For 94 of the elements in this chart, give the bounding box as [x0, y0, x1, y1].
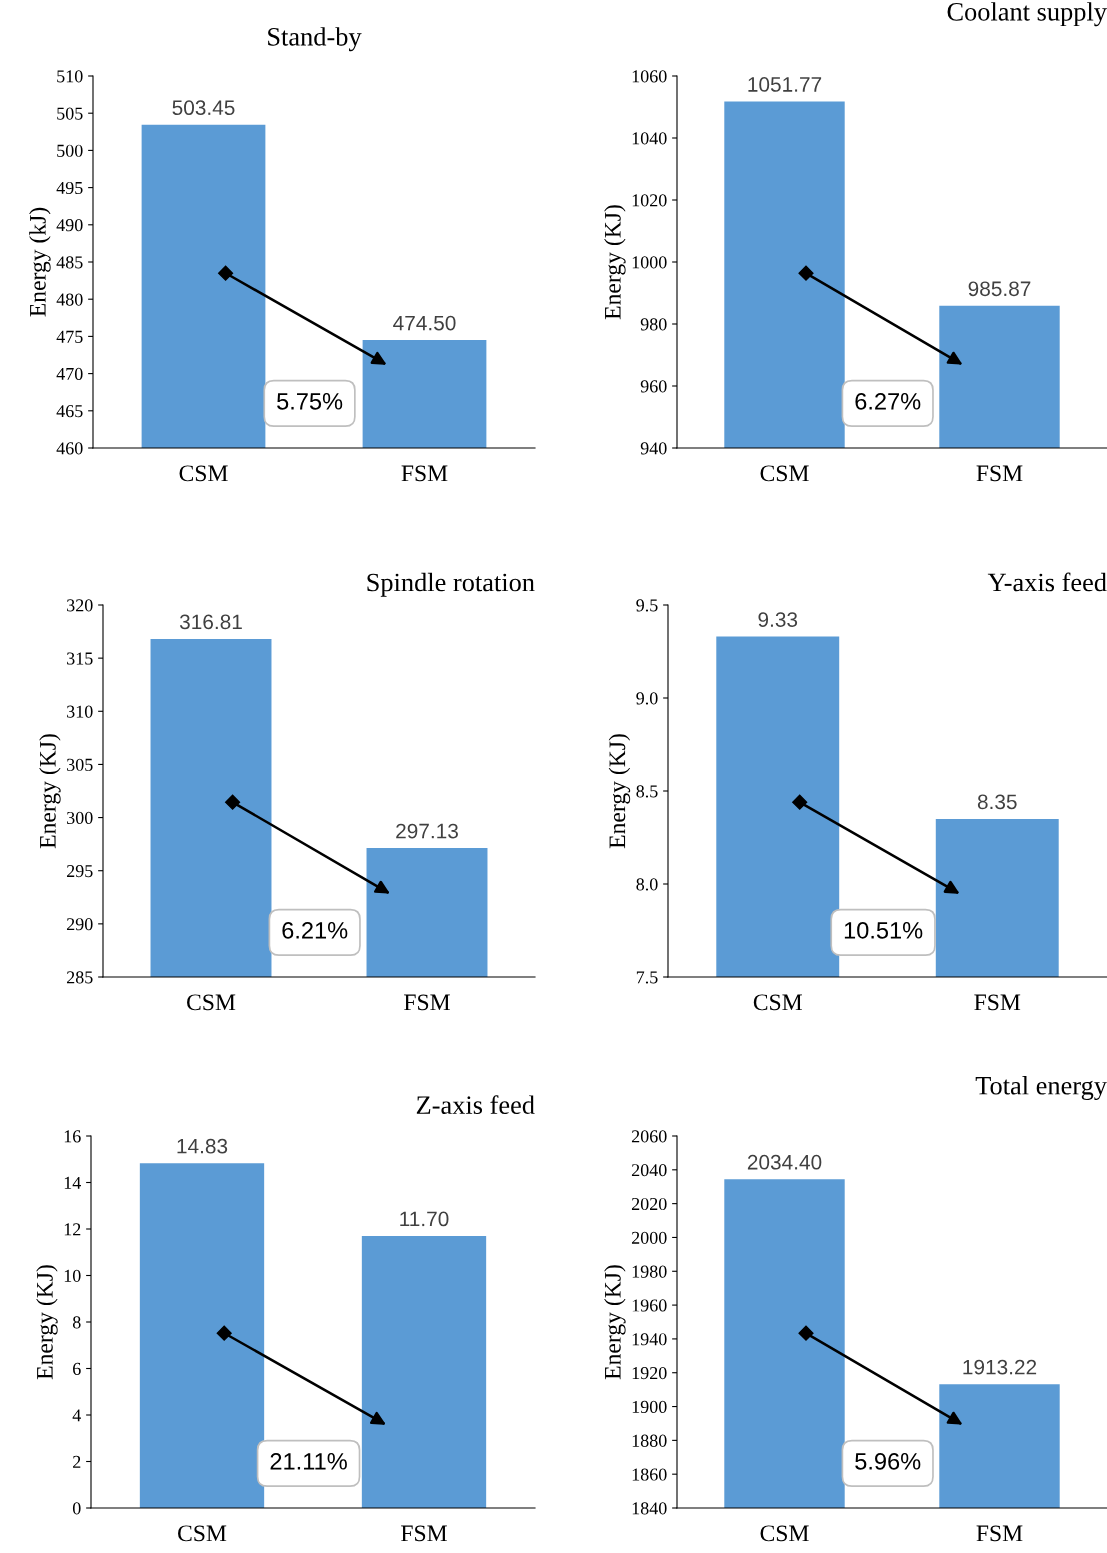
y-tick-label: 465 — [56, 405, 83, 418]
data-label: 297.13 — [396, 823, 458, 839]
chart-title: Z-axis feed — [416, 1095, 535, 1115]
y-tick-label: 1900 — [632, 1400, 667, 1413]
annotation: 5.96% — [855, 1452, 921, 1470]
y-tick-label: 315 — [67, 652, 93, 665]
annotation: 21.11% — [270, 1452, 347, 1470]
data-label: 9.33 — [758, 612, 798, 627]
y-tick-label: 6 — [73, 1362, 81, 1375]
y-tick-label: 1960 — [632, 1299, 667, 1312]
y-tick-label: 300 — [67, 811, 93, 825]
x-tick-label: FSM — [401, 465, 448, 482]
y-tick-label: 495 — [56, 181, 83, 195]
y-tick-label: 9.0 — [636, 692, 658, 705]
y-tick-label: 1060 — [632, 70, 667, 83]
y-tick-label: 295 — [66, 865, 93, 878]
data-label: 11.70 — [400, 1211, 449, 1227]
y-tick-label: 1000 — [632, 256, 667, 269]
annotation: 6.27% — [855, 392, 921, 410]
y-axis-title: Energy (kJ) — [29, 207, 51, 317]
y-tick-label: 1020 — [632, 194, 667, 207]
y-tick-label: 980 — [640, 318, 667, 331]
y-axis-title: Energy (KJ) — [604, 1265, 626, 1380]
y-tick-label: 310 — [67, 705, 93, 718]
y-tick-label: 2060 — [631, 1130, 667, 1143]
x-tick-label: FSM — [974, 994, 1021, 1011]
x-tick-label: FSM — [401, 1525, 447, 1542]
data-label: 14.83 — [177, 1138, 228, 1154]
y-tick-label: 960 — [640, 380, 667, 393]
x-tick-label: CSM — [187, 994, 236, 1011]
y-tick-label: 2020 — [631, 1197, 667, 1211]
y-tick-label: 8.5 — [636, 785, 658, 798]
y-tick-label: 0 — [72, 1502, 81, 1515]
x-tick-label: FSM — [976, 1525, 1023, 1542]
y-tick-label: 8.0 — [636, 878, 658, 891]
chart-title: Total energy — [975, 1076, 1107, 1101]
y-tick-label: 12 — [64, 1223, 81, 1236]
y-axis-title: Energy (KJ) — [608, 734, 631, 849]
chart-title: Coolant supply — [947, 2, 1107, 27]
chart-title: Spindle rotation — [367, 572, 535, 597]
data-label: 1913.22 — [963, 1359, 1037, 1375]
x-tick-label: CSM — [760, 1525, 809, 1542]
y-tick-label: 16 — [64, 1130, 81, 1143]
y-tick-label: 1980 — [632, 1265, 667, 1278]
x-tick-label: CSM — [753, 994, 802, 1011]
y-tick-label: 505 — [57, 107, 83, 120]
y-tick-label: 460 — [56, 442, 83, 455]
y-tick-label: 475 — [56, 330, 83, 343]
y-tick-label: 14 — [64, 1176, 81, 1189]
y-tick-label: 2 — [73, 1455, 81, 1468]
chart-title: Y-axis feed — [987, 572, 1107, 592]
y-tick-label: 940 — [640, 442, 667, 455]
y-tick-label: 1880 — [632, 1434, 667, 1447]
y-tick-label: 8 — [72, 1316, 81, 1329]
y-tick-label: 2040 — [631, 1164, 667, 1177]
y-tick-label: 9.5 — [636, 599, 658, 612]
y-tick-label: 2000 — [631, 1231, 667, 1244]
y-tick-label: 10 — [64, 1269, 81, 1282]
y-tick-label: 4 — [72, 1409, 81, 1422]
y-tick-label: 1920 — [632, 1366, 667, 1380]
annotation: 5.75% — [277, 393, 343, 410]
y-tick-label: 485 — [56, 256, 83, 269]
data-label: 503.45 — [172, 100, 235, 116]
y-tick-label: 285 — [66, 971, 93, 984]
y-tick-label: 1840 — [632, 1502, 667, 1515]
y-tick-label: 7.5 — [636, 971, 658, 984]
annotation: 6.21% — [282, 921, 348, 939]
x-tick-label: CSM — [760, 465, 809, 482]
x-tick-label: CSM — [179, 465, 228, 482]
y-axis-title: Energy (KJ) — [39, 734, 61, 849]
data-label: 8.35 — [977, 794, 1017, 810]
x-tick-label: FSM — [976, 465, 1023, 482]
y-tick-label: 470 — [56, 367, 83, 381]
y-tick-label: 490 — [56, 219, 83, 232]
x-tick-label: FSM — [404, 994, 450, 1011]
data-label: 985.87 — [968, 281, 1031, 297]
data-label: 2034.40 — [747, 1154, 822, 1170]
y-tick-label: 480 — [56, 293, 83, 306]
y-tick-label: 1940 — [632, 1333, 667, 1346]
data-label: 474.50 — [393, 315, 456, 331]
y-tick-label: 1860 — [632, 1468, 667, 1481]
annotation: 10.51% — [844, 921, 923, 939]
x-tick-label: CSM — [178, 1525, 227, 1542]
data-label: 316.81 — [179, 614, 242, 630]
chart-title: Stand-by — [268, 27, 362, 52]
y-axis-title: Energy (KJ) — [36, 1265, 58, 1380]
y-tick-label: 305 — [67, 758, 93, 771]
y-axis-title: Energy (KJ) — [604, 205, 626, 320]
y-tick-label: 500 — [57, 144, 83, 157]
data-label: 1051.77 — [748, 77, 822, 92]
y-tick-label: 510 — [57, 70, 83, 83]
y-tick-label: 290 — [66, 918, 93, 931]
y-tick-label: 1040 — [632, 132, 667, 145]
y-tick-label: 320 — [67, 599, 93, 612]
